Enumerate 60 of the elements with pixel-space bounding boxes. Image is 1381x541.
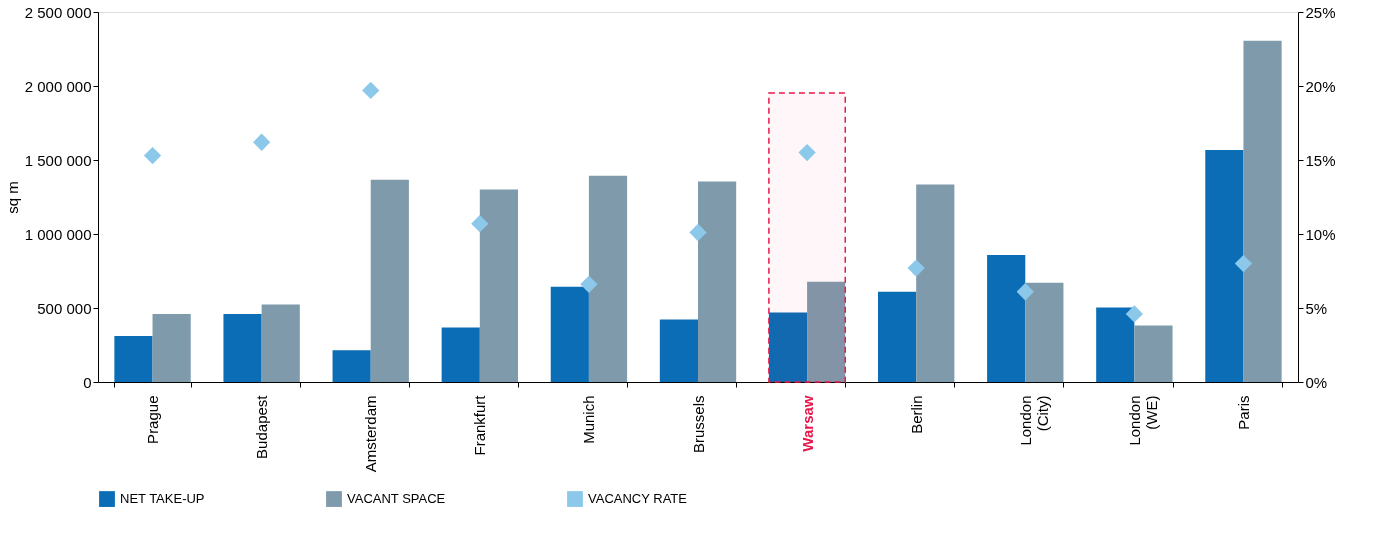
legend-label: VACANCY RATE bbox=[588, 491, 688, 507]
x-tick-label: Munich bbox=[580, 395, 598, 444]
bar bbox=[1243, 40, 1282, 382]
bar bbox=[768, 312, 808, 382]
point bbox=[362, 81, 380, 100]
y2-tick-label: 15% bbox=[1305, 151, 1336, 169]
x-tick-label: London (City) bbox=[1016, 395, 1051, 446]
x-tick-label: Budapest bbox=[253, 394, 271, 459]
x-tick-label: Frankfurt bbox=[471, 394, 489, 456]
x-tick-label: Warsaw bbox=[798, 395, 816, 452]
bar bbox=[370, 179, 409, 382]
bar bbox=[114, 336, 153, 382]
y-tick-label: 2 500 000 bbox=[24, 3, 92, 21]
y2-tick-label: 0% bbox=[1305, 373, 1328, 391]
bar bbox=[1025, 282, 1064, 382]
bar bbox=[261, 304, 300, 382]
legend-label: NET TAKE-UP bbox=[120, 491, 205, 507]
y2-tick-label: 25% bbox=[1305, 3, 1336, 21]
bar bbox=[878, 291, 917, 382]
x-tick-label: Amsterdam bbox=[362, 395, 380, 473]
point bbox=[1234, 254, 1253, 273]
point bbox=[907, 259, 925, 277]
bar bbox=[1134, 325, 1173, 382]
y2-tick-label: 20% bbox=[1305, 77, 1336, 95]
bar bbox=[441, 327, 480, 382]
x-tick-label: Prague bbox=[144, 395, 162, 444]
y2-tick-label: 5% bbox=[1305, 299, 1328, 317]
point bbox=[143, 146, 162, 165]
point bbox=[252, 133, 271, 151]
y-tick-label: 2 000 000 bbox=[24, 77, 92, 95]
bar bbox=[987, 255, 1026, 382]
point bbox=[1016, 283, 1034, 301]
x-tick-label: Paris bbox=[1234, 395, 1252, 430]
x-tick-label: London (WE) bbox=[1125, 395, 1160, 446]
point bbox=[471, 214, 489, 233]
bar bbox=[332, 350, 371, 382]
point bbox=[1125, 305, 1144, 323]
point bbox=[798, 143, 816, 162]
bar bbox=[916, 184, 955, 382]
y-axis-title: sq m bbox=[3, 181, 21, 214]
y-tick-label: 1 500 000 bbox=[24, 151, 92, 169]
bar bbox=[1205, 149, 1244, 382]
bar bbox=[479, 189, 518, 382]
bar bbox=[588, 175, 628, 382]
y-tick-label: 1 000 000 bbox=[24, 225, 92, 243]
bar bbox=[550, 286, 589, 382]
y2-tick-label: 10% bbox=[1305, 225, 1336, 243]
x-tick-label: Berlin bbox=[907, 395, 925, 434]
bar bbox=[1096, 307, 1135, 382]
legend-label: VACANT SPACE bbox=[347, 491, 446, 507]
y-tick-label: 0 bbox=[83, 373, 92, 391]
point bbox=[580, 275, 598, 293]
y-tick-label: 500 000 bbox=[37, 299, 92, 317]
bar bbox=[152, 313, 191, 382]
bar bbox=[659, 319, 698, 382]
bar bbox=[223, 313, 262, 382]
bar bbox=[698, 181, 737, 382]
bar bbox=[807, 281, 846, 382]
point bbox=[689, 223, 707, 242]
x-tick-label: Brussels bbox=[689, 395, 707, 454]
